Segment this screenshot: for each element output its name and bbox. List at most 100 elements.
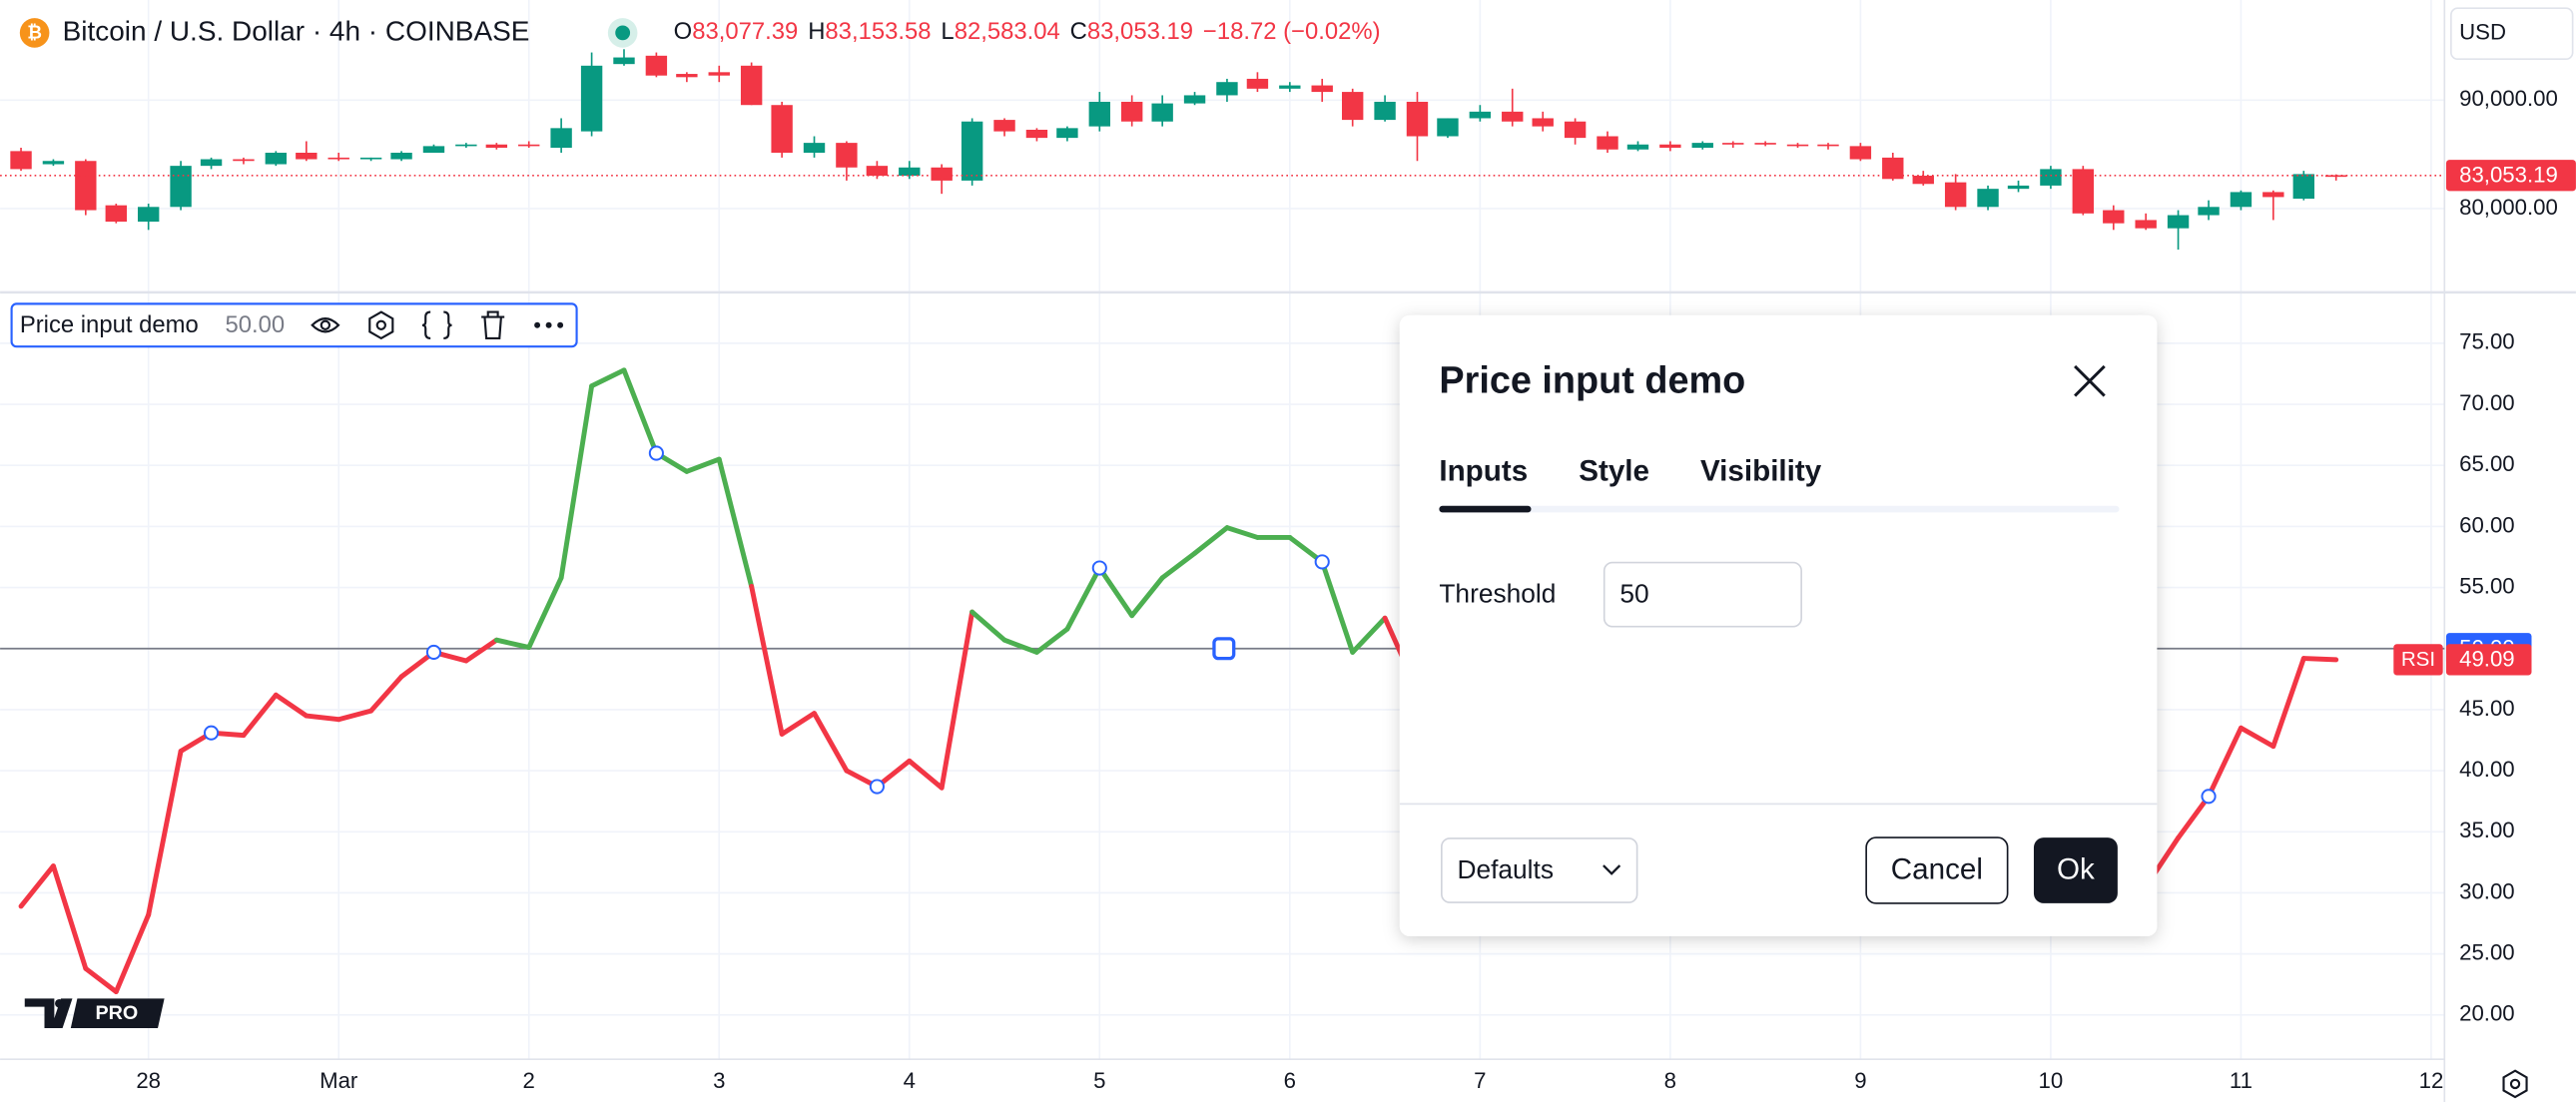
eye-icon[interactable] <box>311 317 340 333</box>
rsi-line-segment <box>83 965 119 995</box>
candle-body <box>2292 174 2315 200</box>
axes: 80,000.00 90,000.00 20.00 25.00 30.00 35.00 40… <box>136 86 2576 1093</box>
selection-handle <box>1091 560 1107 576</box>
rsi-line-segment <box>779 711 817 737</box>
x-tick-label: 2 <box>523 1068 535 1093</box>
more-icon-dot[interactable] <box>534 321 541 328</box>
candle-body <box>1246 78 1269 89</box>
ohlc-key: H <box>808 18 825 45</box>
bitcoin-icon <box>19 18 50 48</box>
y-tick-label: 40.00 <box>2459 757 2515 782</box>
candle-body <box>518 144 540 147</box>
ohlc-key: L <box>941 18 954 45</box>
rsi-line-segment <box>273 692 310 719</box>
tab[interactable]: Inputs <box>1439 455 1528 488</box>
selection-handle <box>869 779 885 795</box>
candle-body <box>961 121 983 181</box>
ohlc-value: 83,077.39 <box>692 18 798 45</box>
y-tick-label: 55.00 <box>2459 573 2515 598</box>
rsi-line-segment <box>368 674 404 714</box>
rsi-line-segment <box>558 383 595 581</box>
bitcoin-icon-glyph: ₿ <box>27 23 42 43</box>
x-tick-label: 5 <box>1093 1068 1105 1093</box>
dialog-title: Price input demo <box>1439 359 1745 401</box>
y-tick-label: 25.00 <box>2459 939 2515 964</box>
tab-track <box>1439 505 2120 513</box>
delete-icon[interactable] <box>481 310 505 340</box>
candle-body <box>296 153 318 160</box>
defaults-select[interactable] <box>1441 837 1638 903</box>
rsi-line-segment <box>1224 525 1260 540</box>
candle-body <box>803 143 826 154</box>
x-tick-label: 28 <box>136 1068 161 1093</box>
settings-gear-center <box>2509 1078 2521 1090</box>
candle-body <box>1088 101 1110 127</box>
candle-body <box>2072 169 2094 214</box>
rsi-line-segment <box>113 912 152 995</box>
rsi-line-segment <box>1192 525 1230 556</box>
x-tick-label: 7 <box>1474 1068 1486 1093</box>
candle-body <box>1151 103 1173 122</box>
rsi-line-segment <box>2238 725 2276 750</box>
ohlc-key: O <box>674 18 693 45</box>
y-tick-label: 80,000.00 <box>2459 195 2558 220</box>
candle-body <box>1754 143 1776 145</box>
candle-body <box>2007 185 2030 190</box>
ok-button[interactable] <box>2033 837 2118 903</box>
candle-body <box>1912 176 1934 185</box>
candle-body <box>1025 129 1048 139</box>
tab[interactable]: Style <box>1579 455 1649 488</box>
close-button[interactable] <box>2074 364 2106 397</box>
rsi-line-segment <box>493 637 532 651</box>
rsi-line-segment <box>812 711 850 774</box>
y-tick-label: 35.00 <box>2459 818 2515 842</box>
candle-body <box>931 167 953 181</box>
candle-body <box>1532 118 1554 127</box>
settings-dialog: Price input demo Inputs Style Visibility… <box>1399 314 2158 936</box>
y-tick-label: 30.00 <box>2459 878 2515 903</box>
candle-body <box>771 105 793 154</box>
currency-select[interactable] <box>2450 7 2574 61</box>
rsi-line-segment <box>304 713 341 723</box>
candle-body <box>2198 207 2220 216</box>
candle-body <box>1374 101 1396 121</box>
candle-body <box>1279 85 1301 89</box>
candle-body <box>1597 136 1618 150</box>
y-tick-label: 65.00 <box>2459 451 2515 476</box>
candle-body <box>137 207 160 223</box>
candle-body <box>1056 128 1078 139</box>
rsi-line-segment <box>621 367 659 456</box>
rsi-line-segment <box>1159 550 1198 581</box>
y-tick-label: 45.00 <box>2459 696 2515 721</box>
rsi-line-segment <box>2300 656 2339 663</box>
candle-body <box>899 167 921 177</box>
tab-active-indicator <box>1439 505 1532 513</box>
candle-body <box>485 144 508 149</box>
candle-body <box>1722 143 1744 145</box>
rsi-line-segment <box>1001 637 1039 655</box>
y-tick-label: 90,000.00 <box>2459 86 2558 111</box>
candle-body <box>265 153 288 165</box>
tab[interactable]: Visibility <box>1700 455 1822 488</box>
candle-body <box>2103 210 2125 224</box>
selection-handle <box>203 725 220 741</box>
rsi-line-segment <box>1129 575 1165 619</box>
candle-body <box>42 161 65 165</box>
threshold-handle[interactable] <box>1212 637 1236 661</box>
candle-body <box>1882 157 1904 180</box>
candle-body <box>1626 144 1649 150</box>
rsi-line-segment <box>335 708 374 723</box>
source-code-icon[interactable] <box>421 310 452 340</box>
settings-gear[interactable] <box>2502 1069 2528 1099</box>
tradingview-logo: PRO <box>24 998 165 1028</box>
candle-body <box>200 159 223 167</box>
rsi-line-segment <box>749 583 785 737</box>
legend-box[interactable] <box>10 302 578 348</box>
candle-body <box>1183 95 1206 104</box>
threshold-input[interactable] <box>1603 561 1802 628</box>
settings-icon[interactable] <box>368 310 394 340</box>
cancel-button[interactable] <box>1865 836 2009 904</box>
rsi-line-segment <box>589 367 627 389</box>
x-tick-label: 6 <box>1284 1068 1296 1093</box>
x-tick-label: 12 <box>2419 1068 2444 1093</box>
